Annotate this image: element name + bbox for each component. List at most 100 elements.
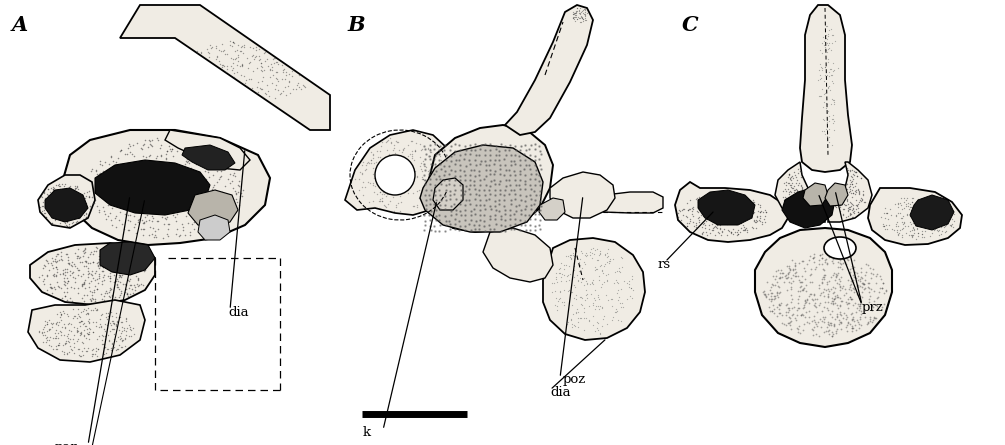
- Point: [259, 56, 275, 63]
- Point: [192, 175, 208, 182]
- Point: [828, 328, 844, 335]
- Point: [793, 169, 809, 176]
- Point: [417, 185, 433, 192]
- Point: [150, 204, 166, 211]
- Point: [453, 197, 469, 204]
- Point: [391, 155, 407, 162]
- Point: [401, 180, 417, 187]
- Point: [130, 188, 146, 195]
- Point: [109, 282, 125, 289]
- Point: [518, 177, 534, 184]
- Point: [572, 261, 588, 268]
- Point: [80, 254, 96, 261]
- Point: [711, 208, 727, 215]
- Point: [722, 210, 738, 218]
- Point: [936, 211, 952, 218]
- Point: [84, 328, 100, 336]
- Point: [421, 166, 437, 174]
- Point: [577, 15, 593, 22]
- Point: [201, 77, 217, 85]
- Point: [707, 214, 723, 222]
- Point: [67, 185, 83, 192]
- Point: [713, 231, 729, 239]
- Point: [848, 205, 864, 212]
- Point: [36, 206, 52, 213]
- Point: [69, 211, 85, 218]
- Point: [369, 166, 385, 173]
- Point: [167, 161, 183, 168]
- Point: [502, 157, 519, 164]
- Point: [117, 268, 133, 275]
- Point: [55, 190, 71, 197]
- Point: [683, 210, 699, 218]
- Point: [412, 162, 428, 170]
- Point: [255, 45, 271, 53]
- Point: [100, 336, 117, 344]
- Point: [729, 208, 745, 215]
- Point: [421, 170, 437, 178]
- Point: [73, 281, 89, 288]
- Point: [79, 311, 95, 318]
- Point: [803, 271, 819, 278]
- Point: [829, 292, 845, 299]
- Point: [792, 207, 808, 214]
- Point: [43, 200, 59, 207]
- Point: [563, 289, 579, 296]
- Point: [398, 173, 414, 180]
- Point: [423, 190, 439, 197]
- Point: [832, 201, 848, 208]
- Point: [68, 329, 84, 336]
- Point: [944, 221, 960, 228]
- Point: [277, 69, 293, 76]
- Point: [707, 210, 723, 217]
- Point: [523, 156, 539, 163]
- Point: [143, 193, 159, 200]
- Point: [276, 66, 292, 73]
- Point: [103, 216, 119, 223]
- Point: [616, 278, 632, 285]
- Point: [239, 82, 255, 89]
- Point: [850, 186, 866, 193]
- Point: [871, 288, 887, 295]
- Point: [704, 204, 720, 211]
- Point: [441, 181, 457, 188]
- Point: [914, 200, 930, 207]
- Point: [213, 47, 229, 54]
- Point: [502, 186, 519, 193]
- Point: [168, 230, 184, 237]
- Point: [585, 299, 601, 306]
- Point: [564, 323, 580, 330]
- Point: [225, 38, 241, 45]
- Point: [461, 156, 477, 163]
- Point: [230, 177, 246, 184]
- Point: [769, 288, 785, 295]
- Point: [768, 295, 784, 302]
- Point: [42, 260, 58, 267]
- Point: [753, 217, 769, 224]
- Point: [817, 46, 833, 53]
- Point: [569, 11, 585, 18]
- Point: [553, 274, 569, 281]
- Point: [472, 206, 488, 214]
- Point: [497, 166, 514, 174]
- Point: [486, 170, 502, 178]
- Point: [153, 198, 169, 205]
- Point: [208, 42, 224, 49]
- Point: [828, 172, 844, 179]
- Point: [116, 188, 132, 195]
- Point: [44, 285, 60, 292]
- Point: [769, 291, 785, 298]
- Point: [108, 250, 124, 257]
- Point: [65, 343, 81, 350]
- Point: [88, 344, 105, 352]
- Point: [713, 199, 729, 206]
- Point: [508, 216, 524, 223]
- Point: [844, 324, 860, 331]
- Point: [826, 98, 842, 105]
- Point: [482, 177, 498, 184]
- Point: [816, 274, 832, 281]
- Point: [802, 278, 818, 285]
- Point: [80, 309, 96, 316]
- Point: [812, 178, 828, 186]
- Point: [810, 186, 826, 193]
